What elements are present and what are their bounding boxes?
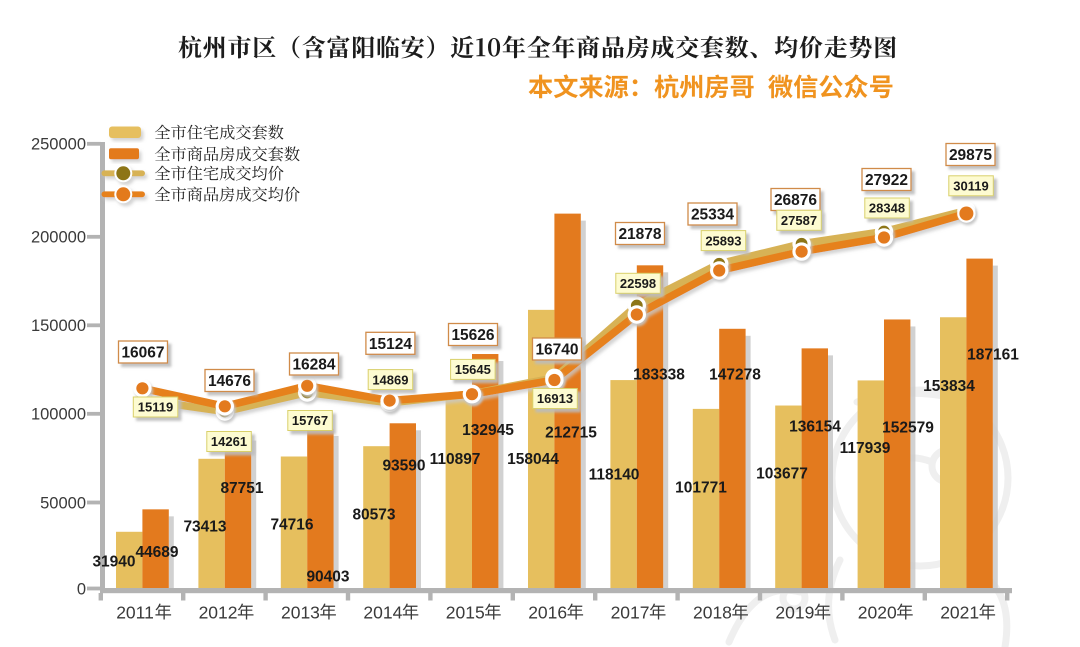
svg-text:103677: 103677	[756, 466, 808, 483]
svg-text:153834: 153834	[923, 378, 975, 395]
svg-text:200000: 200000	[31, 229, 86, 247]
svg-text:2019: 2019	[775, 602, 814, 622]
svg-text:31940: 31940	[92, 554, 135, 571]
svg-text:100000: 100000	[31, 406, 86, 424]
svg-text:14869: 14869	[372, 372, 408, 387]
svg-text:183338: 183338	[633, 367, 685, 384]
svg-text:93590: 93590	[382, 458, 425, 475]
svg-text:147278: 147278	[709, 367, 761, 384]
svg-text:15767: 15767	[292, 413, 328, 428]
svg-text:74716: 74716	[270, 517, 313, 534]
svg-text:117939: 117939	[840, 440, 891, 457]
svg-text:2011: 2011	[116, 602, 154, 622]
svg-text:152579: 152579	[882, 420, 934, 437]
svg-text:101771: 101771	[675, 480, 727, 497]
svg-text:2012: 2012	[199, 602, 238, 622]
svg-text:16284: 16284	[292, 357, 335, 374]
svg-text:2018: 2018	[693, 602, 732, 622]
svg-text:0: 0	[77, 580, 86, 598]
svg-text:15645: 15645	[455, 362, 491, 377]
svg-text:87751: 87751	[220, 480, 263, 497]
svg-text:29875: 29875	[949, 147, 992, 164]
svg-text:25893: 25893	[705, 233, 741, 248]
svg-text:250000: 250000	[31, 136, 86, 154]
svg-text:15626: 15626	[451, 327, 494, 344]
svg-text:26876: 26876	[774, 192, 817, 209]
svg-text:2013: 2013	[281, 602, 320, 622]
svg-text:110897: 110897	[430, 451, 481, 468]
svg-text:16740: 16740	[535, 342, 578, 359]
svg-text:44689: 44689	[135, 544, 178, 561]
svg-text:2020: 2020	[858, 602, 897, 622]
svg-text:2021: 2021	[940, 602, 979, 622]
svg-text:212715: 212715	[545, 425, 597, 442]
svg-text:150000: 150000	[31, 317, 86, 335]
svg-text:16067: 16067	[121, 345, 164, 362]
svg-text:2017: 2017	[611, 602, 650, 622]
svg-text:15124: 15124	[369, 336, 412, 353]
svg-text:132945: 132945	[462, 422, 514, 439]
svg-text:187161: 187161	[967, 347, 1019, 364]
svg-text:30119: 30119	[953, 179, 988, 194]
svg-text:2014: 2014	[363, 602, 402, 622]
svg-text:15119: 15119	[138, 400, 173, 415]
svg-text:21878: 21878	[618, 226, 661, 243]
svg-text:136154: 136154	[789, 419, 841, 436]
svg-text:118140: 118140	[589, 467, 640, 484]
svg-text:73413: 73413	[183, 519, 226, 536]
svg-text:14676: 14676	[208, 373, 251, 390]
svg-text:28348: 28348	[869, 201, 905, 216]
svg-text:90403: 90403	[306, 569, 349, 586]
svg-text:27922: 27922	[865, 172, 908, 189]
svg-text:14261: 14261	[211, 434, 247, 449]
svg-text:80573: 80573	[352, 507, 395, 524]
svg-text:2016: 2016	[528, 602, 567, 622]
svg-text:2015: 2015	[446, 602, 485, 622]
svg-text:27587: 27587	[781, 213, 817, 228]
svg-text:16913: 16913	[537, 391, 573, 406]
svg-text:158044: 158044	[507, 451, 559, 468]
svg-text:22598: 22598	[620, 276, 656, 291]
svg-text:50000: 50000	[40, 494, 86, 512]
svg-text:25334: 25334	[691, 207, 734, 224]
